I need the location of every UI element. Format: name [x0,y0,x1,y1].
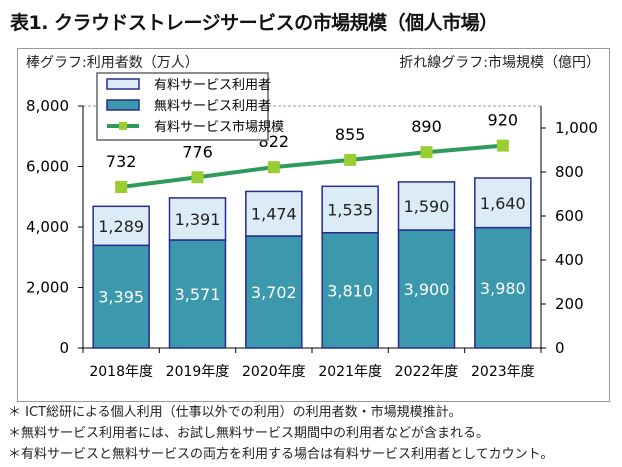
y2-tick-label: 200 [555,295,584,313]
line-marker [267,161,280,174]
bar-free-label: 3,980 [480,279,526,298]
y2-tick-label: 400 [555,251,584,269]
legend-label: 有料サービス市場規模 [154,119,284,135]
bar-paid-label: 1,289 [98,217,144,236]
bar-free-label: 3,395 [98,288,144,307]
bar-paid-label: 1,535 [327,201,373,220]
right-axis-label: 折れ線グラフ:市場規模（億円） [399,55,600,71]
y2-tick-label: 800 [555,163,584,181]
bar-paid-label: 1,640 [480,194,526,213]
notes: ＊ ICT総研による個人利用（仕事以外での利用）の利用者数・市場規模推計。 ＊無… [8,402,553,465]
line-market-size [120,143,504,189]
bar-paid-label: 1,474 [251,205,297,224]
y2-tick-label: 0 [555,339,565,357]
legend-swatch [106,78,140,90]
bar-free-label: 3,810 [327,281,373,300]
bar-free [397,229,456,349]
line-data-label: 890 [411,117,442,136]
bar-paid [321,185,379,234]
y2-tick-label: 1,000 [555,119,598,137]
y-tick-label: 6,000 [26,158,69,176]
line-marker [344,153,357,166]
bar-paid [92,205,150,247]
bar-paid-label: 1,590 [404,197,450,216]
x-tick-label: 2023年度 [471,364,535,380]
line-marker [191,171,204,184]
chart-frame [17,48,610,402]
bar-free [168,239,227,349]
bar-free [474,226,532,349]
x-tick-label: 2021年度 [318,364,382,380]
bar-free-label: 3,571 [175,285,221,304]
legend-label: 無料サービス利用者 [154,99,271,114]
y-tick-label: 4,000 [26,218,69,236]
legend-label: 有料サービス利用者 [154,78,271,93]
bar-free-label: 3,702 [251,283,297,302]
line-data-label: 776 [182,142,213,161]
bar-free [245,235,303,349]
line-marker [496,139,509,152]
bar-paid [397,181,456,231]
y-tick-label: 0 [59,339,69,357]
left-axis-label: 棒グラフ:利用者数（万人） [26,55,199,71]
page-title: 表1. クラウドストレージサービスの市場規模（個人市場） [10,12,498,34]
bar-paid-label: 1,391 [175,210,221,229]
line-data-label: 855 [335,125,366,144]
note-3: ＊有料サービスと無料サービスの両方を利用する場合は有料サービス利用者としてカウン… [8,447,554,462]
bar-paid [168,197,227,241]
bar-free-label: 3,900 [404,280,450,299]
bar-free [92,244,150,349]
line-data-label: 732 [106,152,137,171]
x-tick-label: 2020年度 [242,364,306,380]
y-tick-label: 2,000 [26,279,69,297]
y2-tick-label: 600 [555,207,584,225]
y-tick-label: 8,000 [26,97,69,115]
bar-paid [245,190,303,237]
legend-swatch [106,99,140,111]
line-marker [115,180,128,193]
line-marker [420,146,433,159]
bar-paid [474,177,532,229]
line-data-label: 920 [488,111,519,130]
x-tick-label: 2018年度 [89,364,153,380]
note-2: ＊無料サービス利用者には、お試し無料サービス期間中の利用者などが含まれる。 [8,426,490,441]
x-tick-label: 2019年度 [166,364,230,380]
x-tick-label: 2022年度 [395,364,459,380]
bar-free [321,231,379,349]
note-1: ＊ ICT総研による個人利用（仕事以外での利用）の利用者数・市場規模推計。 [8,405,462,420]
legend-marker [119,122,127,130]
